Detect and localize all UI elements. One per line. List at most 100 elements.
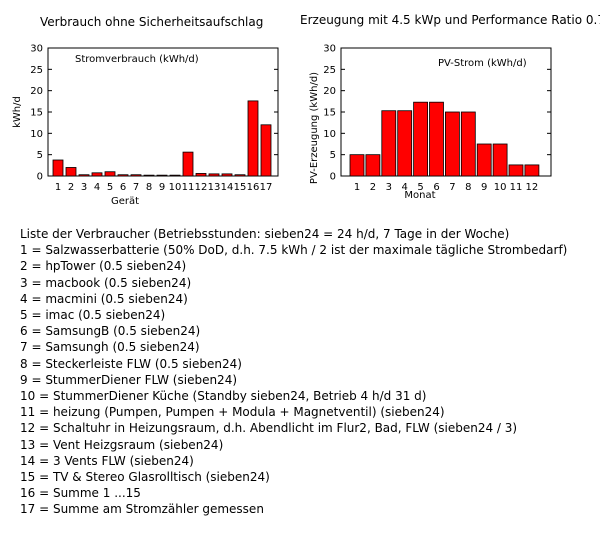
right-bar-5 [413, 101, 429, 177]
right-xtick-label-8: 8 [465, 182, 471, 193]
left-bar-17 [260, 124, 272, 177]
right-xtick-label-6: 6 [433, 182, 439, 193]
right-xtick-label-12: 12 [526, 182, 539, 193]
left-ytick-label-1: 5 [37, 150, 43, 161]
right-bar-3 [381, 110, 397, 177]
right-xtick-label-7: 7 [449, 182, 455, 193]
right-ytick-label-6: 30 [323, 44, 336, 55]
left-bar-1 [52, 159, 64, 177]
left-bar-7 [130, 174, 142, 177]
left-ytick-label-0: 0 [37, 172, 43, 183]
right-bar-12 [524, 164, 540, 177]
legend-heading: Liste der Verbraucher (Betriebsstunden: … [20, 227, 510, 241]
legend-item-16: 16 = Summe 1 ...15 [20, 486, 141, 501]
left-bar-15 [234, 174, 246, 177]
legend-item-7: 7 = Samsungh (0.5 sieben24) [20, 340, 200, 355]
right-ytick-label-3: 15 [323, 108, 336, 119]
right-xtick-label-10: 10 [494, 182, 507, 193]
right-xtick-label-11: 11 [510, 182, 523, 193]
left-ytick-label-2: 10 [30, 129, 43, 140]
right-xtick-label-9: 9 [481, 182, 487, 193]
left-ytick-label-3: 15 [30, 108, 43, 119]
left-xtick-label-11: 11 [182, 182, 195, 193]
left-xtick-label-17: 17 [260, 182, 273, 193]
right-ytick-label-5: 25 [323, 65, 336, 76]
right-xtick-label-4: 4 [402, 182, 408, 193]
left-xtick-label-6: 6 [120, 182, 126, 193]
left-ytick-label-4: 20 [30, 86, 43, 97]
left-inner-label: Stromverbrauch (kWh/d) [75, 54, 199, 65]
right-xtick-label-3: 3 [386, 182, 392, 193]
left-xtick-label-4: 4 [94, 182, 100, 193]
right-bar-4 [397, 110, 413, 177]
legend-item-2: 2 = hpTower (0.5 sieben24) [20, 259, 187, 274]
left-xtick-label-16: 16 [247, 182, 260, 193]
legend-item-3: 3 = macbook (0.5 sieben24) [20, 275, 192, 290]
legend-item-9: 9 = StummerDiener FLW (sieben24) [20, 372, 238, 387]
legend-item-17: 17 = Summe am Stromzähler gemessen [20, 502, 264, 517]
legend-item-13: 13 = Vent Heizgsraum (sieben24) [20, 437, 224, 452]
left-chart-title: Verbrauch ohne Sicherheitsaufschlag [40, 15, 264, 29]
right-ytick-label-1: 5 [330, 150, 336, 161]
legend-item-11: 11 = heizung (Pumpen, Pumpen + Modula + … [20, 405, 445, 420]
right-bar-10 [492, 143, 508, 177]
left-ytick-label-6: 30 [30, 44, 43, 55]
left-xlabel: Gerät [111, 196, 139, 207]
right-bar-9 [476, 143, 492, 177]
left-bar-14 [221, 173, 233, 177]
right-bar-1 [349, 154, 365, 177]
legend-item-14: 14 = 3 Vents FLW (sieben24) [20, 453, 194, 468]
left-ytick-label-5: 25 [30, 65, 43, 76]
legend-item-12: 12 = Schaltuhr in Heizungsraum, d.h. Abe… [20, 421, 518, 436]
left-xtick-label-12: 12 [195, 182, 208, 193]
right-inner-label: PV-Strom (kWh/d) [438, 58, 527, 69]
left-bar-10 [169, 174, 181, 177]
legend-item-4: 4 = macmini (0.5 sieben24) [20, 291, 188, 306]
left-bar-3 [78, 174, 90, 177]
legend-item-10: 10 = StummerDiener Küche (Standby sieben… [20, 389, 427, 404]
left-xtick-label-7: 7 [133, 182, 139, 193]
left-xtick-label-9: 9 [159, 182, 165, 193]
right-ytick-label-4: 20 [323, 86, 336, 97]
legend-item-8: 8 = Steckerleiste FLW (0.5 sieben24) [20, 356, 242, 371]
left-xtick-label-13: 13 [208, 182, 221, 193]
left-bar-2 [65, 167, 77, 177]
left-bar-11 [182, 151, 194, 177]
left-xtick-label-15: 15 [234, 182, 247, 193]
left-xtick-label-14: 14 [221, 182, 234, 193]
left-xtick-label-3: 3 [81, 182, 87, 193]
left-bar-13 [208, 173, 220, 177]
right-xlabel: Monat [404, 190, 435, 201]
left-xtick-label-8: 8 [146, 182, 152, 193]
legend-item-5: 5 = imac (0.5 sieben24) [20, 308, 166, 323]
right-bar-11 [508, 164, 524, 177]
left-bar-5 [104, 171, 116, 177]
right-bar-2 [365, 154, 381, 177]
left-xtick-label-5: 5 [107, 182, 113, 193]
right-bar-7 [444, 111, 460, 177]
right-ytick-label-2: 10 [323, 129, 336, 140]
right-xtick-label-1: 1 [354, 182, 360, 193]
legend-item-15: 15 = TV & Stereo Glasrolltisch (sieben24… [20, 470, 270, 485]
left-xtick-label-1: 1 [55, 182, 61, 193]
consumer-legend: Liste der Verbraucher (Betriebsstunden: … [20, 226, 567, 518]
right-ylabel: PV-Erzeugung (kWh/d) [309, 72, 320, 184]
right-bar-6 [429, 101, 444, 177]
left-xtick-label-10: 10 [169, 182, 182, 193]
left-bar-9 [156, 174, 168, 177]
legend-item-6: 6 = SamsungB (0.5 sieben24) [20, 324, 201, 339]
left-xtick-label-2: 2 [68, 182, 74, 193]
right-xtick-label-5: 5 [417, 182, 423, 193]
left-bar-16 [247, 100, 259, 177]
left-bar-4 [91, 172, 103, 177]
right-chart-title: Erzeugung mit 4.5 kWp und Performance Ra… [300, 13, 600, 27]
left-bar-8 [143, 174, 155, 177]
right-xtick-label-2: 2 [370, 182, 376, 193]
right-bar-8 [460, 111, 476, 177]
left-bar-12 [195, 173, 207, 177]
left-bar-6 [117, 174, 129, 177]
right-ytick-label-0: 0 [330, 172, 336, 183]
left-plot-frame [47, 47, 279, 177]
left-ylabel: kWh/d [12, 96, 23, 128]
